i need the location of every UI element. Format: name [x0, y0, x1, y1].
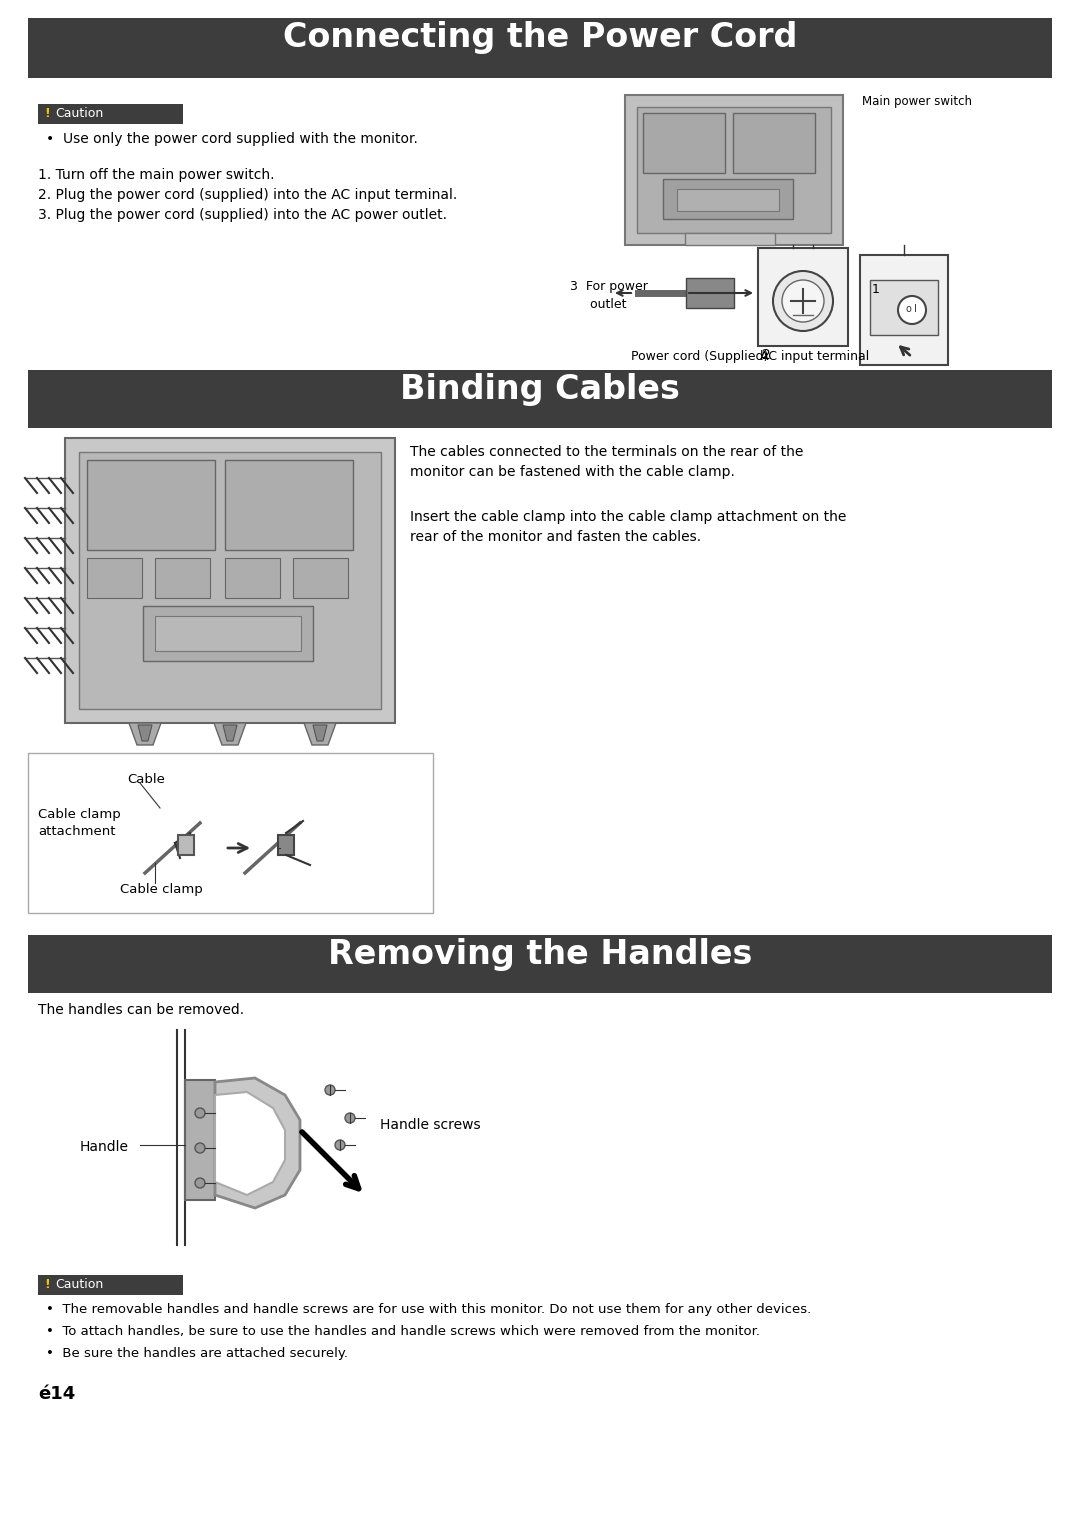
- Bar: [143, 606, 313, 661]
- Bar: [28, 18, 1052, 78]
- Text: Cable clamp: Cable clamp: [120, 883, 203, 896]
- Circle shape: [195, 1144, 205, 1153]
- Bar: [758, 247, 848, 347]
- Bar: [87, 460, 215, 550]
- Text: 1: 1: [872, 282, 880, 296]
- Text: Removing the Handles: Removing the Handles: [328, 938, 752, 971]
- Text: Power cord (Supplied): Power cord (Supplied): [632, 350, 769, 363]
- Bar: [685, 234, 775, 244]
- Text: Handle screws: Handle screws: [380, 1118, 481, 1132]
- Text: Handle: Handle: [80, 1141, 129, 1154]
- Bar: [28, 753, 433, 913]
- Bar: [225, 460, 353, 550]
- Text: Cable clamp
attachment: Cable clamp attachment: [38, 808, 121, 838]
- Text: 3. Plug the power cord (supplied) into the AC power outlet.: 3. Plug the power cord (supplied) into t…: [38, 208, 447, 221]
- Bar: [38, 1275, 183, 1295]
- Text: é14: é14: [38, 1385, 76, 1403]
- Text: AC input terminal: AC input terminal: [760, 350, 869, 363]
- Circle shape: [773, 270, 833, 331]
- Polygon shape: [222, 725, 237, 741]
- Bar: [185, 1080, 215, 1200]
- Polygon shape: [215, 1092, 285, 1196]
- Bar: [686, 278, 734, 308]
- Circle shape: [335, 1141, 345, 1150]
- Polygon shape: [138, 725, 152, 741]
- Text: The cables connected to the terminals on the rear of the
monitor can be fastened: The cables connected to the terminals on…: [410, 444, 804, 479]
- Text: Insert the cable clamp into the cable clamp attachment on the
rear of the monito: Insert the cable clamp into the cable cl…: [410, 510, 847, 544]
- Text: o: o: [905, 304, 910, 315]
- Text: •  Be sure the handles are attached securely.: • Be sure the handles are attached secur…: [46, 1347, 348, 1361]
- Bar: [156, 615, 301, 651]
- Polygon shape: [215, 1078, 300, 1208]
- Text: Connecting the Power Cord: Connecting the Power Cord: [283, 21, 797, 53]
- Circle shape: [325, 1086, 335, 1095]
- Bar: [870, 279, 939, 334]
- Bar: [87, 557, 141, 599]
- Text: Caution: Caution: [55, 1278, 104, 1290]
- Bar: [178, 835, 194, 855]
- Circle shape: [195, 1109, 205, 1118]
- Text: •  To attach handles, be sure to use the handles and handle screws which were re: • To attach handles, be sure to use the …: [46, 1325, 760, 1338]
- Text: 2. Plug the power cord (supplied) into the AC input terminal.: 2. Plug the power cord (supplied) into t…: [38, 188, 457, 202]
- Polygon shape: [313, 725, 327, 741]
- Circle shape: [897, 296, 926, 324]
- Bar: [278, 835, 294, 855]
- Bar: [643, 113, 725, 173]
- Text: 2: 2: [762, 348, 771, 362]
- Circle shape: [782, 279, 824, 322]
- Text: Main power switch: Main power switch: [862, 95, 972, 108]
- Text: Binding Cables: Binding Cables: [400, 373, 680, 406]
- Bar: [733, 113, 815, 173]
- Bar: [860, 255, 948, 365]
- Bar: [65, 438, 395, 722]
- Circle shape: [195, 1177, 205, 1188]
- Text: 1. Turn off the main power switch.: 1. Turn off the main power switch.: [38, 168, 274, 182]
- Bar: [156, 557, 210, 599]
- Text: •  Use only the power cord supplied with the monitor.: • Use only the power cord supplied with …: [46, 131, 418, 147]
- Text: The handles can be removed.: The handles can be removed.: [38, 1003, 244, 1017]
- Text: I: I: [914, 304, 917, 315]
- Bar: [625, 95, 843, 244]
- Bar: [28, 935, 1052, 993]
- Text: !: !: [44, 1278, 50, 1290]
- Polygon shape: [214, 722, 246, 745]
- Text: !: !: [44, 107, 50, 121]
- Bar: [38, 104, 183, 124]
- Text: 3  For power
     outlet: 3 For power outlet: [570, 279, 648, 312]
- Bar: [28, 370, 1052, 428]
- Bar: [79, 452, 381, 709]
- Bar: [663, 179, 793, 218]
- Text: Cable: Cable: [127, 773, 165, 786]
- Bar: [677, 189, 779, 211]
- Polygon shape: [303, 722, 336, 745]
- Bar: [225, 557, 280, 599]
- Text: Caution: Caution: [55, 107, 104, 121]
- Circle shape: [345, 1113, 355, 1122]
- Text: •  The removable handles and handle screws are for use with this monitor. Do not: • The removable handles and handle screw…: [46, 1303, 811, 1316]
- Bar: [637, 107, 831, 234]
- Bar: [293, 557, 348, 599]
- Polygon shape: [129, 722, 161, 745]
